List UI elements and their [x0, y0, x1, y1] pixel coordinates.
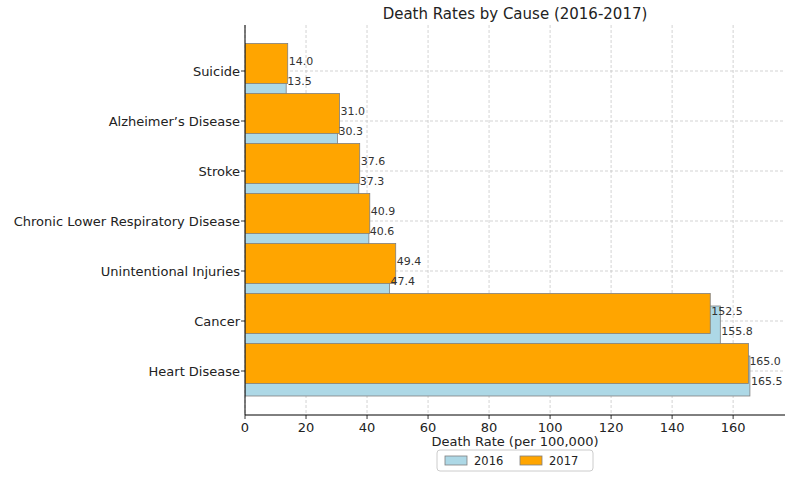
- legend: 2016 2017: [437, 450, 593, 471]
- category-label: Unintentional Injuries: [101, 264, 240, 279]
- tick-label: 60: [420, 420, 437, 435]
- grid-line: [245, 71, 785, 72]
- tick-label: 0: [241, 420, 249, 435]
- y-axis: [245, 25, 246, 415]
- tick-mark: [550, 415, 551, 419]
- data-label: 165.5: [751, 375, 783, 388]
- category-label: Stroke: [199, 164, 240, 179]
- data-label: 40.9: [371, 205, 396, 218]
- tick-mark: [672, 415, 673, 419]
- data-label: 155.8: [721, 325, 753, 338]
- bar: [245, 44, 288, 84]
- data-label: 49.4: [397, 255, 422, 268]
- bars: [245, 44, 750, 397]
- tick-mark: [241, 121, 245, 122]
- bar: [245, 294, 710, 334]
- tick-mark: [306, 415, 307, 419]
- x-ticks: 0 20 40 60 80 100 120 140 160: [241, 415, 746, 435]
- tick-mark: [241, 171, 245, 172]
- tick-mark: [241, 371, 245, 372]
- tick-mark: [428, 415, 429, 419]
- data-label: 37.3: [360, 175, 385, 188]
- data-label: 165.0: [749, 355, 781, 368]
- category-label: Suicide: [193, 64, 240, 79]
- tick-label: 120: [599, 420, 624, 435]
- tick-mark: [245, 415, 246, 419]
- bar: [245, 94, 340, 134]
- data-label: 152.5: [711, 305, 743, 318]
- data-label: 13.5: [287, 75, 312, 88]
- data-labels: 165.5 155.8 47.4 40.6 37.3 30.3 13.5 165.0 152.5…: [287, 55, 782, 388]
- tick-mark: [489, 415, 490, 419]
- data-label: 40.6: [370, 225, 395, 238]
- tick-label: 140: [660, 420, 685, 435]
- tick-mark: [241, 271, 245, 272]
- x-axis: [245, 415, 785, 416]
- tick-label: 40: [359, 420, 376, 435]
- y-ticks: Heart Disease Cancer Unintentional Injurie…: [14, 64, 245, 379]
- legend-label: 2017: [549, 454, 578, 468]
- data-label: 47.4: [391, 275, 416, 288]
- data-label: 14.0: [289, 55, 314, 68]
- legend-swatch: [520, 456, 542, 465]
- tick-label: 80: [481, 420, 498, 435]
- tick-label: 100: [538, 420, 563, 435]
- category-label: Chronic Lower Respiratory Disease: [14, 214, 240, 229]
- legend-swatch: [445, 456, 467, 465]
- tick-mark: [241, 321, 245, 322]
- category-label: Heart Disease: [149, 364, 240, 379]
- category-label: Cancer: [194, 314, 240, 329]
- bar: [245, 244, 396, 284]
- tick-mark: [611, 415, 612, 419]
- data-label: 37.6: [361, 155, 386, 168]
- grid: [245, 25, 785, 415]
- title: Death Rates by Cause (2016-2017): [383, 5, 648, 23]
- data-label: 31.0: [341, 105, 366, 118]
- grid-line: [245, 25, 246, 415]
- data-label: 30.3: [338, 125, 363, 138]
- tick-label: 20: [298, 420, 315, 435]
- legend-box: [437, 450, 593, 471]
- tick-mark: [733, 415, 734, 419]
- chart: 165.5 155.8 47.4 40.6 37.3 30.3 13.5 165.0 152.5…: [0, 0, 800, 477]
- tick-mark: [241, 221, 245, 222]
- category-label: Alzheimer’s Disease: [109, 114, 240, 129]
- tick-mark: [241, 71, 245, 72]
- bar: [245, 144, 360, 184]
- bar: [245, 194, 370, 234]
- legend-label: 2016: [474, 454, 503, 468]
- tick-mark: [367, 415, 368, 419]
- bar: [245, 344, 748, 384]
- tick-label: 160: [721, 420, 746, 435]
- x-axis-label: Death Rate (per 100,000): [431, 434, 598, 449]
